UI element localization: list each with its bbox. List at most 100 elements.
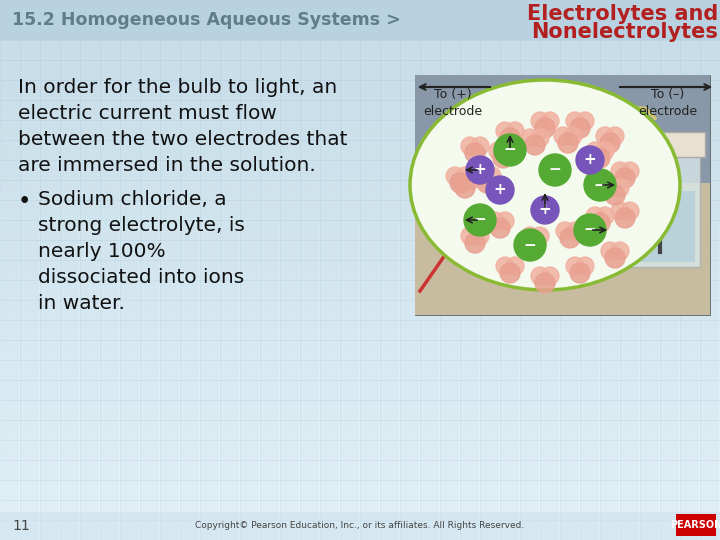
Bar	[181, 81, 199, 99]
Bar	[560, 81, 579, 99]
Bar	[180, 240, 200, 260]
Circle shape	[466, 156, 494, 184]
Bar	[500, 1, 519, 19]
Bar	[0, 200, 20, 220]
Bar	[580, 301, 599, 320]
Bar	[220, 100, 240, 120]
Bar	[0, 460, 20, 480]
Bar	[1, 461, 19, 480]
Bar	[420, 21, 439, 39]
Bar	[380, 241, 399, 260]
Bar	[700, 300, 720, 320]
Bar	[660, 381, 679, 400]
Bar	[81, 181, 99, 199]
Bar	[560, 221, 579, 240]
Bar	[220, 180, 240, 200]
Bar	[320, 101, 339, 119]
Bar	[261, 321, 279, 340]
Bar	[460, 400, 480, 420]
Bar	[140, 381, 159, 400]
Bar	[200, 140, 220, 160]
Bar	[380, 360, 400, 380]
Bar	[160, 40, 180, 60]
Bar	[640, 360, 660, 380]
Bar	[641, 481, 659, 500]
Bar	[580, 501, 599, 519]
Bar	[600, 21, 619, 39]
Bar	[500, 80, 520, 100]
Bar	[300, 481, 319, 500]
Bar	[440, 500, 460, 520]
Bar	[120, 500, 140, 520]
Bar	[340, 240, 360, 260]
Bar	[260, 460, 280, 480]
Bar	[240, 281, 259, 300]
Bar	[400, 281, 419, 300]
Bar	[320, 460, 340, 480]
Bar	[260, 60, 280, 80]
Bar	[261, 361, 279, 380]
Bar	[101, 121, 119, 139]
Bar	[660, 41, 679, 59]
Bar	[640, 120, 660, 140]
Bar	[380, 381, 399, 400]
Bar	[320, 181, 339, 199]
Bar	[461, 241, 479, 260]
Bar	[220, 81, 239, 99]
Bar	[541, 101, 559, 119]
Bar	[160, 100, 180, 120]
Bar	[540, 380, 560, 400]
Bar	[81, 121, 99, 139]
Bar	[280, 320, 300, 340]
Bar	[480, 220, 500, 240]
Bar	[460, 300, 480, 320]
Circle shape	[621, 202, 639, 220]
Bar	[180, 420, 200, 440]
Bar	[700, 460, 720, 480]
Bar	[441, 101, 459, 119]
Bar	[80, 440, 100, 460]
Bar	[161, 1, 179, 19]
Bar	[640, 500, 660, 520]
Bar	[300, 461, 319, 480]
Circle shape	[596, 142, 614, 160]
Bar	[620, 100, 640, 120]
Bar	[101, 221, 119, 240]
Bar	[600, 220, 620, 240]
Bar	[81, 81, 99, 99]
Bar	[580, 340, 600, 360]
Text: −: −	[503, 143, 516, 158]
Bar	[420, 161, 439, 179]
Bar	[461, 341, 479, 360]
Bar	[220, 1, 239, 19]
Bar	[40, 1, 59, 19]
Bar	[380, 380, 400, 400]
Bar	[441, 21, 459, 39]
Bar	[120, 100, 140, 120]
Circle shape	[521, 227, 539, 245]
Bar	[120, 260, 140, 280]
Bar	[560, 20, 580, 40]
Bar	[600, 341, 619, 360]
Bar	[480, 500, 500, 520]
Bar	[701, 161, 719, 179]
Bar	[60, 461, 79, 480]
Bar	[320, 201, 339, 219]
Bar	[220, 440, 240, 460]
Bar	[701, 341, 719, 360]
Bar	[641, 361, 659, 380]
Bar	[161, 321, 179, 340]
Bar	[520, 460, 540, 480]
Bar	[360, 140, 380, 160]
Bar	[420, 281, 439, 300]
Bar	[181, 161, 199, 179]
Bar	[320, 421, 339, 440]
Bar	[281, 201, 299, 219]
Bar	[480, 321, 499, 340]
Bar	[400, 201, 419, 219]
Bar	[140, 480, 160, 500]
Bar	[380, 81, 399, 99]
Bar	[701, 421, 719, 440]
Bar	[621, 361, 639, 380]
Circle shape	[574, 214, 606, 246]
